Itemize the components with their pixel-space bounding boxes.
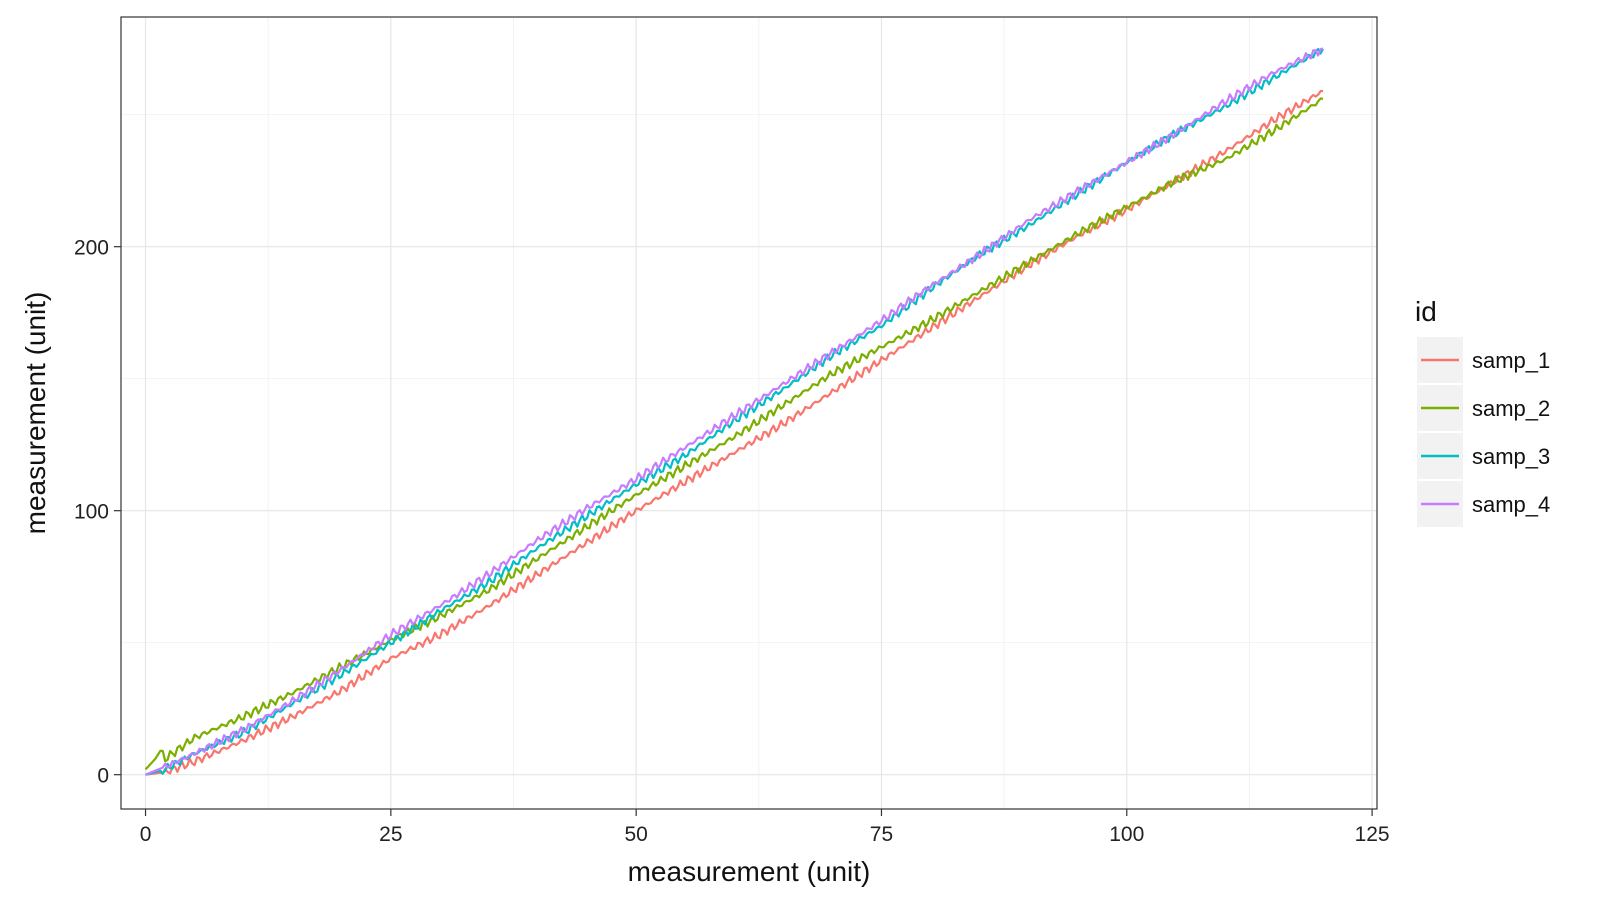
x-tick-label: 75 (870, 823, 893, 846)
series-lines (144, 47, 1324, 776)
x-tick-label: 25 (379, 823, 402, 846)
y-axis-title: measurement (unit) (20, 292, 51, 535)
y-axis: 0 100 200 (74, 237, 121, 788)
legend-label: samp_1 (1472, 348, 1550, 373)
series-line-samp-1 (145, 89, 1324, 776)
x-axis: 0 25 50 75 100 125 (140, 809, 1390, 846)
legend-label: samp_2 (1472, 396, 1550, 421)
y-tick-label: 0 (97, 765, 109, 788)
x-tick-label: 50 (624, 823, 647, 846)
x-tick-label: 0 (140, 823, 152, 846)
minor-grid (121, 17, 1377, 809)
plot-border (120, 16, 1378, 810)
major-grid (121, 17, 1377, 809)
y-tick-label: 200 (74, 237, 109, 260)
x-axis-title: measurement (unit) (628, 856, 871, 887)
legend-items: samp_1 samp_2 samp_3 samp_4 (1415, 335, 1550, 529)
x-tick-label: 125 (1355, 823, 1390, 846)
legend-title: id (1415, 296, 1437, 327)
x-tick-label: 100 (1109, 823, 1144, 846)
legend-label: samp_3 (1472, 444, 1550, 469)
legend-label: samp_4 (1472, 492, 1550, 517)
y-tick-label: 100 (74, 501, 109, 524)
legend: id samp_1 samp_2 samp_3 samp_4 (1415, 296, 1550, 529)
series-line-samp-4 (145, 47, 1324, 776)
